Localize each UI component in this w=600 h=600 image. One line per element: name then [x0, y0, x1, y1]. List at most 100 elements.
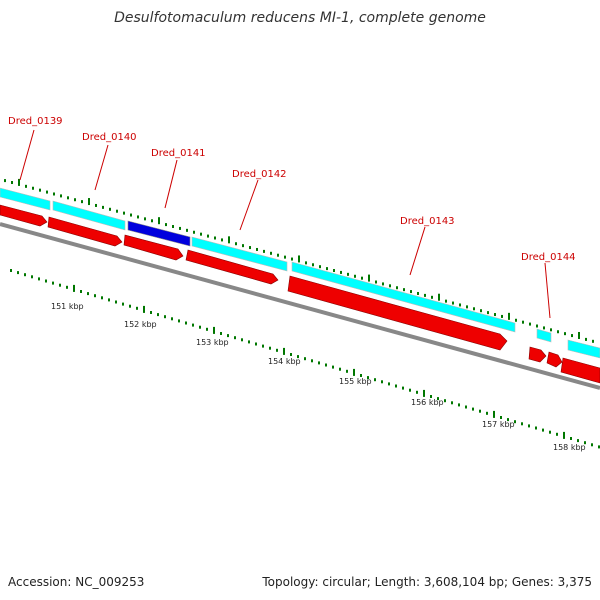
forward-tick	[347, 272, 349, 276]
forward-tick	[571, 334, 573, 338]
scale-tick	[542, 428, 544, 432]
forward-tick	[179, 226, 181, 230]
kbp-label-152: 152 kbp	[124, 320, 157, 329]
gene-forward-0141[interactable]	[127, 220, 191, 247]
scale-tick	[87, 292, 89, 296]
forward-tick	[242, 244, 244, 248]
scale-tick	[255, 342, 257, 346]
forward-tick	[543, 326, 545, 330]
forward-tick	[592, 339, 594, 343]
gene-label-0141[interactable]: Dred_0141	[151, 148, 206, 159]
forward-tick	[144, 217, 146, 221]
gene-forward-0140[interactable]	[52, 200, 126, 231]
forward-tick	[466, 305, 468, 309]
scale-tick	[598, 445, 600, 449]
scale-tick	[227, 334, 229, 338]
scale-tick	[318, 361, 320, 365]
forward-tick	[11, 181, 13, 185]
kbp-label-156: 156 kbp	[411, 398, 444, 407]
reverse-gene-track	[0, 204, 600, 384]
forward-tick	[340, 270, 342, 274]
gene-reverse-f[interactable]	[528, 346, 547, 363]
scale-tick	[136, 306, 138, 310]
scale-tick	[353, 368, 355, 376]
scale-tick	[66, 285, 68, 289]
scale-tick	[122, 302, 124, 306]
topology-text: Topology: circular; Length: 3,608,104 bp…	[261, 575, 592, 589]
gene-label-0139[interactable]: Dred_0139	[8, 116, 63, 127]
forward-tick	[417, 291, 419, 295]
scale-tick	[549, 430, 551, 434]
scale-tick	[360, 374, 362, 377]
kbp-label-157: 157 kbp	[482, 420, 515, 429]
scale-tick	[479, 409, 481, 413]
kbp-label-151: 151 kbp	[51, 302, 84, 311]
scale-tick	[451, 401, 453, 405]
accession-text: Accession: NC_009253	[8, 575, 144, 589]
scale-tick	[178, 319, 180, 323]
gene-reverse-b[interactable]	[47, 216, 123, 247]
gene-reverse-d[interactable]	[185, 249, 279, 285]
forward-tick	[235, 242, 237, 246]
gene-forward-0144[interactable]	[536, 328, 552, 343]
gene-label-0144[interactable]: Dred_0144	[521, 252, 576, 263]
forward-tick	[88, 198, 90, 206]
gene-forward-0139[interactable]	[0, 187, 51, 211]
scale-tick	[129, 304, 131, 308]
scale-tick	[437, 397, 439, 401]
scale-tick	[283, 347, 285, 355]
scale-tick	[507, 418, 509, 422]
gene-label-0143[interactable]: Dred_0143	[400, 216, 455, 227]
gene-reverse-g[interactable]	[546, 351, 563, 368]
forward-tick	[389, 284, 391, 288]
scale-tick	[10, 269, 12, 272]
scale-tick	[500, 416, 502, 419]
scale-tick	[164, 315, 166, 319]
forward-tick	[361, 276, 363, 280]
scale-tick	[577, 439, 579, 443]
forward-tick	[452, 301, 454, 305]
forward-tick	[46, 190, 48, 194]
forward-tick	[228, 236, 230, 244]
scale-tick	[269, 346, 271, 350]
scale-tick	[584, 441, 586, 445]
kbp-label-154: 154 kbp	[268, 357, 301, 366]
forward-tick	[550, 328, 552, 332]
gene-label-0142[interactable]: Dred_0142	[232, 169, 287, 180]
forward-tick	[375, 280, 377, 284]
scale-tick	[423, 389, 425, 397]
gene-reverse-h[interactable]	[560, 357, 600, 384]
gene-reverse-a[interactable]	[0, 204, 48, 227]
forward-tick	[480, 309, 482, 313]
forward-tick	[319, 265, 321, 269]
scale-tick	[332, 365, 334, 369]
gene-forward-0142[interactable]	[191, 236, 288, 272]
forward-tick	[298, 255, 300, 263]
scale-tick	[38, 277, 40, 281]
scale-tick	[591, 443, 593, 447]
scale-tick	[192, 323, 194, 327]
forward-tick	[67, 196, 69, 200]
forward-tick	[410, 290, 412, 294]
scale-tick	[248, 340, 250, 344]
forward-tick	[291, 257, 293, 261]
forward-tick	[32, 186, 34, 190]
gene-reverse-e[interactable]	[287, 275, 508, 351]
scale-tick	[563, 431, 565, 439]
forward-tick	[585, 337, 587, 341]
scale-tick	[199, 325, 201, 329]
scale-tick	[234, 336, 236, 340]
scale-tick-row	[10, 269, 600, 449]
scale-tick	[486, 411, 488, 415]
gene-forward-0145[interactable]	[567, 339, 600, 359]
forward-tick	[445, 299, 447, 303]
scale-tick	[171, 317, 173, 321]
scale-tick	[108, 298, 110, 302]
scale-tick	[556, 432, 558, 436]
gene-forward-0143[interactable]	[291, 261, 516, 333]
forward-tick	[263, 249, 265, 253]
forward-tick	[578, 331, 580, 339]
gene-reverse-c[interactable]	[123, 234, 184, 261]
gene-label-0140[interactable]: Dred_0140	[82, 132, 137, 143]
